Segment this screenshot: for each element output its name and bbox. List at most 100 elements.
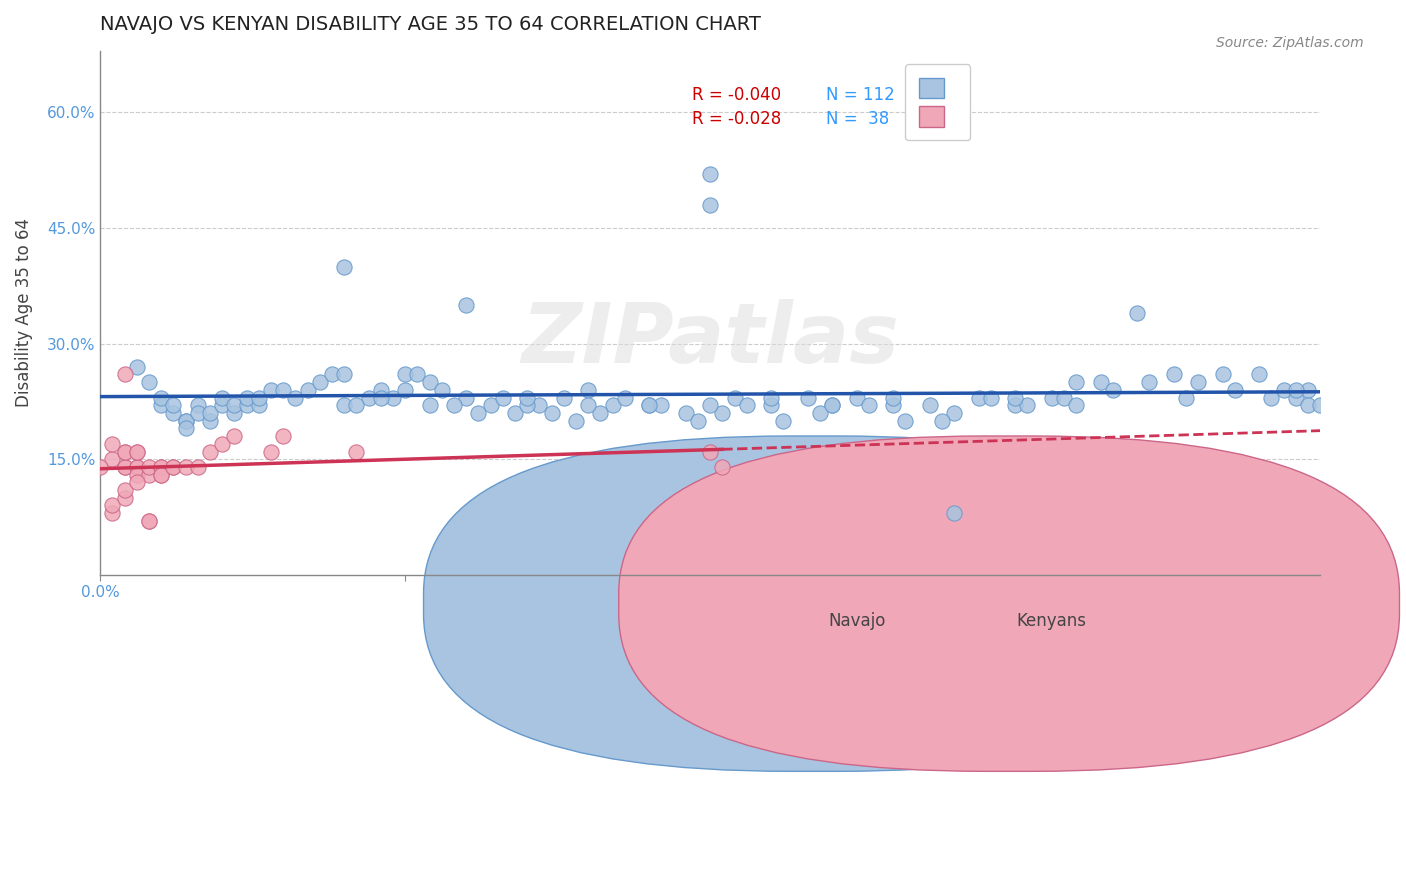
Point: [89, 459, 111, 474]
Point: [150, 467, 173, 482]
Point: [114, 459, 136, 474]
Point: [333, 398, 356, 412]
Point: [114, 491, 136, 505]
Point: [211, 391, 233, 405]
Point: [894, 414, 917, 428]
Point: [247, 398, 270, 412]
Point: [576, 383, 599, 397]
Point: [430, 383, 453, 397]
Point: [247, 391, 270, 405]
Point: [1064, 375, 1087, 389]
Text: R = -0.028: R = -0.028: [692, 110, 782, 128]
Point: [101, 506, 124, 520]
Point: [686, 414, 709, 428]
Point: [503, 406, 526, 420]
Text: Navajo: Navajo: [828, 612, 886, 630]
Point: [125, 444, 148, 458]
Point: [845, 391, 868, 405]
Point: [540, 406, 562, 420]
Point: [187, 459, 209, 474]
Point: [565, 414, 588, 428]
Point: [211, 398, 233, 412]
Point: [308, 375, 330, 389]
Text: Source: ZipAtlas.com: Source: ZipAtlas.com: [1216, 36, 1364, 50]
Point: [613, 391, 636, 405]
Point: [761, 398, 783, 412]
Point: [931, 414, 953, 428]
Point: [772, 414, 794, 428]
Point: [699, 198, 721, 212]
Point: [406, 368, 429, 382]
Point: [370, 391, 392, 405]
Point: [138, 459, 160, 474]
Point: [650, 398, 672, 412]
Point: [138, 514, 160, 528]
Point: [1004, 398, 1026, 412]
Point: [260, 383, 283, 397]
Point: [1223, 383, 1246, 397]
Point: [1137, 375, 1160, 389]
Point: [1040, 391, 1063, 405]
Point: [699, 444, 721, 458]
Point: [1212, 368, 1234, 382]
Point: [162, 406, 184, 420]
Point: [1163, 368, 1185, 382]
Point: [187, 398, 209, 412]
Point: [723, 391, 745, 405]
Point: [1064, 398, 1087, 412]
Point: [456, 298, 478, 312]
Point: [808, 406, 831, 420]
Text: N =  38: N = 38: [827, 110, 890, 128]
Point: [114, 444, 136, 458]
Point: [138, 375, 160, 389]
Point: [138, 514, 160, 528]
Point: [260, 444, 283, 458]
Point: [162, 459, 184, 474]
Point: [467, 406, 489, 420]
Text: ZIPatlas: ZIPatlas: [522, 299, 900, 379]
Text: Kenyans: Kenyans: [1017, 612, 1087, 630]
Point: [211, 437, 233, 451]
Point: [1187, 375, 1209, 389]
Point: [699, 167, 721, 181]
Point: [711, 406, 734, 420]
Point: [125, 359, 148, 374]
Point: [114, 368, 136, 382]
Y-axis label: Disability Age 35 to 64: Disability Age 35 to 64: [15, 219, 32, 408]
Point: [1260, 391, 1282, 405]
Point: [479, 398, 502, 412]
Point: [138, 467, 160, 482]
Point: [602, 398, 624, 412]
Point: [735, 398, 758, 412]
Point: [882, 391, 904, 405]
Point: [101, 452, 124, 467]
Point: [101, 499, 124, 513]
Point: [492, 391, 515, 405]
Point: [1017, 398, 1039, 412]
Point: [333, 260, 356, 274]
Point: [333, 368, 356, 382]
Point: [125, 467, 148, 482]
Point: [1285, 383, 1308, 397]
Point: [443, 398, 465, 412]
Point: [382, 391, 405, 405]
Point: [419, 398, 441, 412]
Point: [943, 406, 966, 420]
Point: [638, 398, 661, 412]
FancyBboxPatch shape: [423, 436, 1205, 772]
Legend: , : ,: [905, 64, 970, 140]
Text: R = -0.040: R = -0.040: [692, 87, 782, 104]
Point: [150, 467, 173, 482]
Point: [297, 383, 319, 397]
Point: [150, 459, 173, 474]
Point: [125, 459, 148, 474]
Point: [675, 406, 697, 420]
Point: [125, 444, 148, 458]
Point: [1175, 391, 1198, 405]
Point: [101, 437, 124, 451]
Point: [967, 391, 990, 405]
Point: [271, 429, 294, 443]
Point: [114, 483, 136, 497]
Point: [943, 506, 966, 520]
Point: [1126, 306, 1149, 320]
